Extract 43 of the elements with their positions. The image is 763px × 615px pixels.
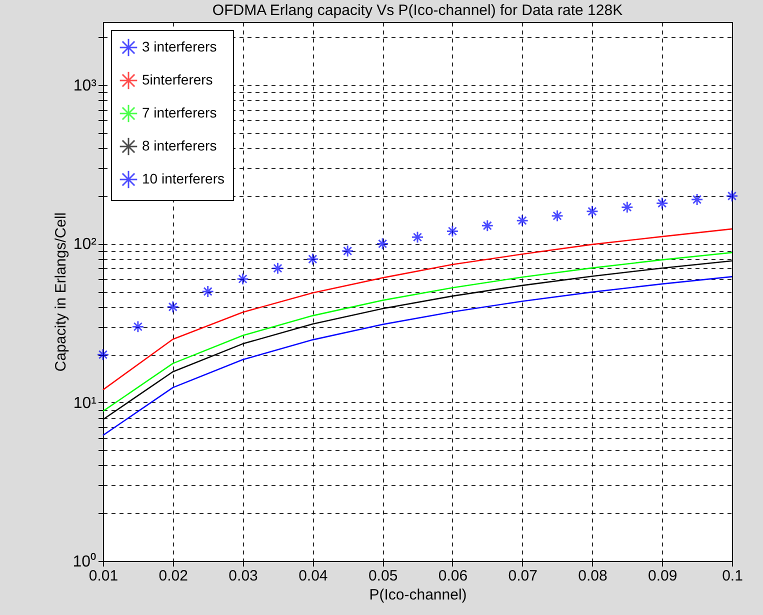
x-tick-label: 0.02 — [158, 568, 188, 584]
line-series — [102, 228, 733, 390]
x-tick-label: 0.03 — [228, 568, 258, 584]
legend-label: 10 interferers — [142, 170, 224, 186]
x-axis-title: P(Ico-channel) — [369, 586, 467, 604]
x-tick-label: 0.04 — [298, 568, 328, 584]
point — [166, 300, 180, 314]
legend-label: 7 interferers — [142, 104, 217, 120]
point — [726, 190, 738, 202]
point — [132, 320, 144, 333]
y-tick-label: 10¹ — [73, 394, 96, 412]
y-tick-label: 10³ — [73, 78, 98, 95]
x-tick-label: 0.08 — [578, 568, 608, 584]
point — [481, 219, 494, 232]
point — [271, 262, 284, 275]
x-tick-label: 0.09 — [648, 568, 678, 584]
point — [446, 224, 459, 238]
x-tick-label: 0.01 — [88, 568, 118, 584]
y-tick-label: 10² — [73, 236, 98, 254]
point — [551, 210, 564, 222]
point — [376, 238, 389, 250]
x-tick-label: 0.05 — [368, 568, 398, 584]
point — [411, 230, 424, 244]
x-tick-label: 0.07 — [508, 568, 538, 584]
line-series — [102, 276, 733, 436]
y-axis-title: Capacity in Erlangs/Cell — [52, 212, 70, 372]
point — [656, 197, 668, 210]
point — [341, 244, 354, 258]
point — [690, 193, 704, 206]
x-tick-label: 0.06 — [438, 568, 468, 584]
point — [586, 205, 598, 218]
point — [306, 252, 319, 266]
legend-label: 8 interferers — [142, 138, 217, 154]
y-tick-label: 10⁰ — [72, 552, 96, 570]
chart-title: OFDMA Erlang capacity Vs P(Ico-channel) for Data rate 128K — [212, 2, 623, 19]
x-tick-label: 0.1 — [722, 568, 743, 584]
point — [202, 285, 214, 298]
legend-label: 3 interferers — [142, 38, 217, 54]
point — [620, 200, 634, 214]
legend-label: 5interferers — [142, 72, 213, 88]
point — [96, 348, 110, 361]
point — [236, 272, 250, 286]
point — [516, 214, 529, 227]
